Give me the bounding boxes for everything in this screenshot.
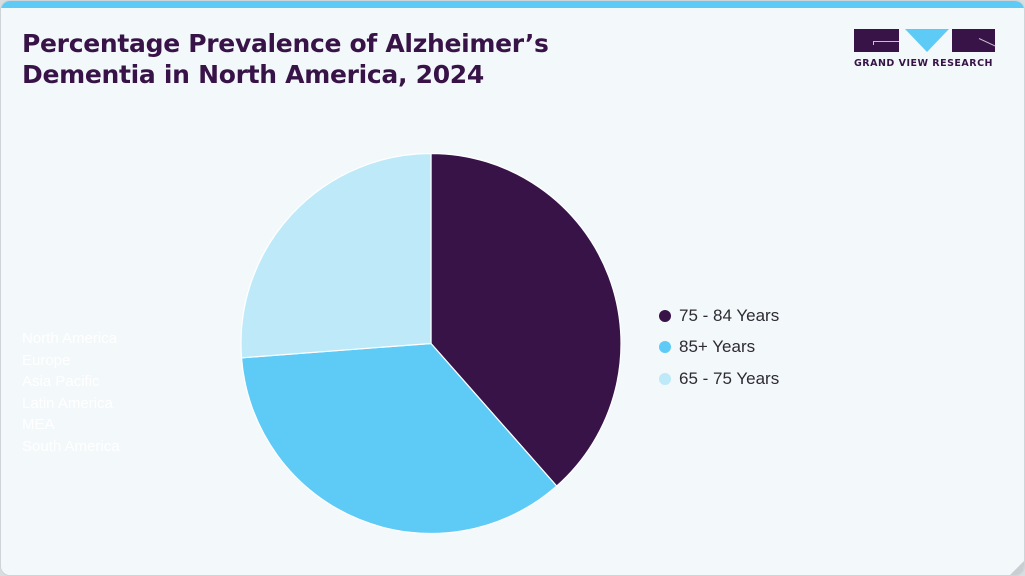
grand-view-research-logo: GRAND VIEW RESEARCH xyxy=(854,29,996,71)
gvr-logo-g-icon xyxy=(854,29,899,52)
chart-title-line-1: Percentage Prevalence of Alzheimer’s xyxy=(22,29,549,58)
accent-bar xyxy=(1,1,1024,8)
pie-slice-75-84-years[interactable] xyxy=(430,152,622,487)
legend-label: 75 - 84 Years xyxy=(679,305,780,325)
pie-slice-85-years[interactable] xyxy=(240,342,558,535)
legend-dot-icon xyxy=(659,309,671,322)
legend-item-85-plus[interactable]: 85+ Years xyxy=(659,332,779,364)
chart-title: Percentage Prevalence of Alzheimer’s Dem… xyxy=(22,28,549,90)
legend-dot-icon xyxy=(659,341,671,354)
region-item: South America xyxy=(22,437,120,455)
gvr-logo-v-icon xyxy=(905,29,949,52)
region-item: Latin America xyxy=(22,394,113,412)
region-item: Asia Pacific xyxy=(22,373,100,391)
pie-slice-65-75-years[interactable] xyxy=(240,152,432,359)
chart-legend: 75 - 84 Years 85+ Years 65 - 75 Years xyxy=(659,300,779,395)
legend-label: 65 - 75 Years xyxy=(679,368,780,388)
hidden-region-list: North America Europe Asia Pacific Latin … xyxy=(22,328,120,458)
legend-item-75-84[interactable]: 75 - 84 Years xyxy=(659,300,779,332)
logo-text: GRAND VIEW RESEARCH xyxy=(854,58,993,69)
legend-item-65-75[interactable]: 65 - 75 Years xyxy=(659,363,779,395)
region-item: Europe xyxy=(22,351,71,369)
region-item: MEA xyxy=(22,416,55,434)
legend-dot-icon xyxy=(659,372,671,385)
gvr-logo-r-icon xyxy=(952,29,996,52)
chart-title-line-2: Dementia in North America, 2024 xyxy=(22,60,484,89)
region-item: North America xyxy=(22,330,118,347)
legend-label: 85+ Years xyxy=(679,337,756,357)
